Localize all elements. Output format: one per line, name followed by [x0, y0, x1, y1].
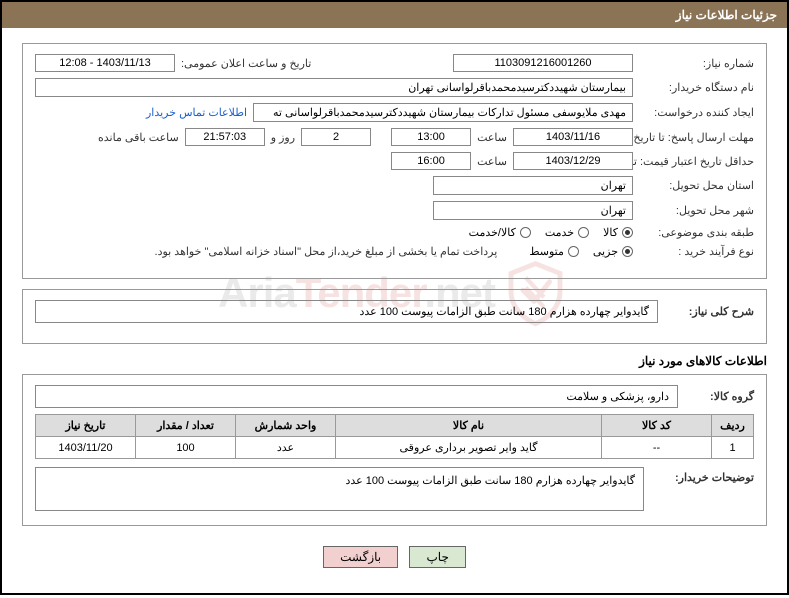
time-label-1: ساعت: [477, 131, 507, 144]
table-header-row: ردیف کد کالا نام کالا واحد شمارش تعداد /…: [36, 415, 754, 437]
th-row: ردیف: [712, 415, 754, 437]
days-and-label: روز و: [271, 131, 295, 144]
goods-table: ردیف کد کالا نام کالا واحد شمارش تعداد /…: [35, 414, 754, 459]
radio-dot-icon: [520, 227, 531, 238]
radio-dot-icon: [568, 246, 579, 257]
validity-time: 16:00: [391, 152, 471, 170]
row-summary: شرح کلی نیاز: گایدوایر چهارده هزارم 180 …: [35, 300, 754, 323]
summary-label: شرح کلی نیاز:: [664, 305, 754, 318]
td-name: گاید وایر تصویر برداری عروقی: [336, 437, 602, 459]
content-area: AriaTender.net شماره نیاز: 1103091216001…: [2, 28, 787, 593]
goods-section-title: اطلاعات کالاهای مورد نیاز: [22, 354, 767, 368]
deadline-time: 13:00: [391, 128, 471, 146]
payment-note: پرداخت تمام یا بخشی از مبلغ خرید،از محل …: [155, 245, 498, 258]
countdown-value: 21:57:03: [185, 128, 265, 146]
back-button[interactable]: بازگشت: [323, 546, 398, 568]
process-radio-group: جزیی متوسط: [529, 245, 633, 258]
print-button[interactable]: چاپ: [409, 546, 465, 568]
button-row: چاپ بازگشت: [22, 536, 767, 578]
summary-text: گایدوایر چهارده هزارم 180 سانت طبق الزام…: [35, 300, 658, 323]
need-no-label: شماره نیاز:: [639, 57, 754, 70]
row-buyer-desc: توضیحات خریدار: گایدوایر چهارده هزارم 18…: [35, 467, 754, 511]
validity-label: حداقل تاریخ اعتبار قیمت: تا تاریخ:: [639, 155, 754, 168]
validity-date: 1403/12/29: [513, 152, 633, 170]
buyer-value: بیمارستان شهیددکترسیدمحمدباقرلواسانی تهر…: [35, 78, 633, 97]
radio-kala[interactable]: کالا: [603, 226, 633, 239]
buyer-desc-text: گایدوایر چهارده هزارم 180 سانت طبق الزام…: [35, 467, 644, 511]
city-label: شهر محل تحویل:: [639, 204, 754, 217]
td-unit: عدد: [236, 437, 336, 459]
row-group: گروه کالا: دارو، پزشکی و سلامت: [35, 385, 754, 408]
buyer-label: نام دستگاه خریدار:: [639, 81, 754, 94]
panel-title: جزئیات اطلاعات نیاز: [676, 8, 777, 22]
radio-khedmat[interactable]: خدمت: [545, 226, 589, 239]
need-no-value: 1103091216001260: [453, 54, 633, 72]
row-deadline: مهلت ارسال پاسخ: تا تاریخ: 1403/11/16 سا…: [35, 128, 754, 146]
row-category: طبقه بندی موضوعی: کالا خدمت کالا/خدمت: [35, 226, 754, 239]
group-value: دارو، پزشکی و سلامت: [35, 385, 678, 408]
row-province: استان محل تحویل: تهران: [35, 176, 754, 195]
row-buyer: نام دستگاه خریدار: بیمارستان شهیددکترسید…: [35, 78, 754, 97]
radio-jozi[interactable]: جزیی: [593, 245, 633, 258]
th-unit: واحد شمارش: [236, 415, 336, 437]
row-process: نوع فرآیند خرید : جزیی متوسط پرداخت تمام…: [35, 245, 754, 258]
time-label-2: ساعت: [477, 155, 507, 168]
radio-dot-icon: [578, 227, 589, 238]
announce-value: 1403/11/13 - 12:08: [35, 54, 175, 72]
province-value: تهران: [433, 176, 633, 195]
city-value: تهران: [433, 201, 633, 220]
radio-motavaset[interactable]: متوسط: [529, 245, 579, 258]
table-row: 1 -- گاید وایر تصویر برداری عروقی عدد 10…: [36, 437, 754, 459]
province-label: استان محل تحویل:: [639, 179, 754, 192]
contact-link[interactable]: اطلاعات تماس خریدار: [146, 106, 247, 119]
buyer-desc-label: توضیحات خریدار:: [654, 467, 754, 511]
category-label: طبقه بندی موضوعی:: [639, 226, 754, 239]
th-qty: تعداد / مقدار: [136, 415, 236, 437]
th-name: نام کالا: [336, 415, 602, 437]
td-row: 1: [712, 437, 754, 459]
requester-value: مهدی ملایوسفی مسئول تدارکات بیمارستان شه…: [253, 103, 633, 122]
info-fieldset: شماره نیاز: 1103091216001260 تاریخ و ساع…: [22, 43, 767, 279]
category-radio-group: کالا خدمت کالا/خدمت: [469, 226, 633, 239]
process-label: نوع فرآیند خرید :: [639, 245, 754, 258]
group-label: گروه کالا:: [684, 390, 754, 403]
deadline-label: مهلت ارسال پاسخ: تا تاریخ:: [639, 131, 754, 144]
main-container: جزئیات اطلاعات نیاز AriaTender.net شماره…: [0, 0, 789, 595]
deadline-date: 1403/11/16: [513, 128, 633, 146]
th-date: تاریخ نیاز: [36, 415, 136, 437]
radio-dot-icon: [622, 227, 633, 238]
announce-label: تاریخ و ساعت اعلان عمومی:: [181, 57, 311, 70]
panel-header: جزئیات اطلاعات نیاز: [2, 2, 787, 28]
remain-label: ساعت باقی مانده: [98, 131, 179, 144]
th-code: کد کالا: [602, 415, 712, 437]
td-qty: 100: [136, 437, 236, 459]
td-code: --: [602, 437, 712, 459]
summary-fieldset: شرح کلی نیاز: گایدوایر چهارده هزارم 180 …: [22, 289, 767, 344]
radio-dot-icon: [622, 246, 633, 257]
row-requester: ایجاد کننده درخواست: مهدی ملایوسفی مسئول…: [35, 103, 754, 122]
radio-kala-khedmat[interactable]: کالا/خدمت: [469, 226, 531, 239]
row-validity: حداقل تاریخ اعتبار قیمت: تا تاریخ: 1403/…: [35, 152, 754, 170]
row-need-no: شماره نیاز: 1103091216001260 تاریخ و ساع…: [35, 54, 754, 72]
days-value: 2: [301, 128, 371, 146]
row-city: شهر محل تحویل: تهران: [35, 201, 754, 220]
requester-label: ایجاد کننده درخواست:: [639, 106, 754, 119]
goods-fieldset: گروه کالا: دارو، پزشکی و سلامت ردیف کد ک…: [22, 374, 767, 526]
td-date: 1403/11/20: [36, 437, 136, 459]
